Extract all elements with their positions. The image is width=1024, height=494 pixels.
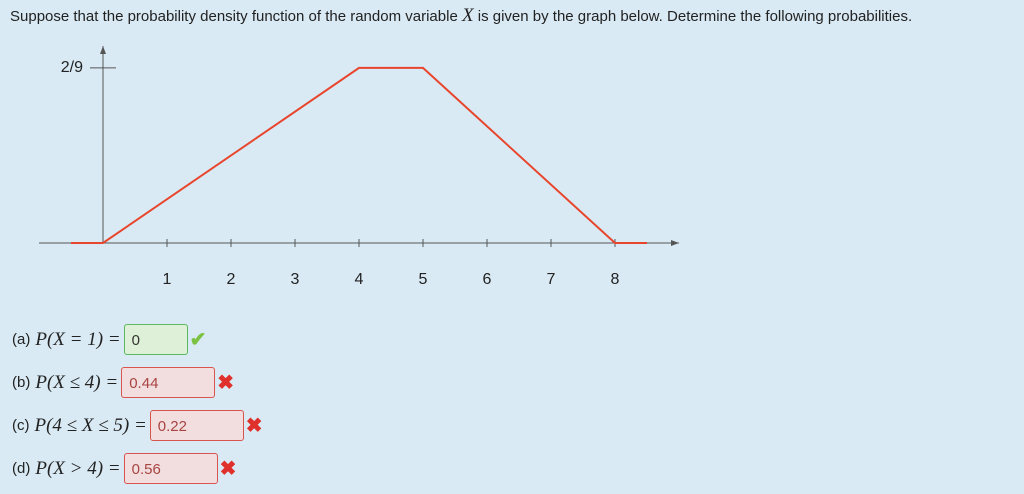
part-label: (b) [12, 374, 31, 391]
x-tick-label: 6 [483, 271, 492, 288]
part-row: (a) P(X = 1) = 0 ✔ [12, 318, 263, 361]
answer-input[interactable]: 0.44 [121, 367, 216, 398]
part-label: (c) [12, 417, 30, 434]
x-tick-label: 8 [611, 271, 620, 288]
x-tick-label: 3 [291, 271, 300, 288]
question: Suppose that the probability density fun… [10, 5, 912, 27]
expression: P(X ≤ 4) = [35, 371, 119, 393]
cross-icon: ✖ [217, 372, 234, 394]
part-row: (c) P(4 ≤ X ≤ 5) = 0.22 ✖ [12, 404, 263, 447]
cross-icon: ✖ [219, 458, 237, 480]
graph: 1 2 3 4 5 6 7 8 2/9 [39, 46, 679, 288]
x-tick-label: 4 [355, 271, 364, 288]
expression: P(4 ≤ X ≤ 5) = [34, 414, 147, 436]
expression: P(X > 4) = [35, 457, 121, 479]
answer-input[interactable]: 0.22 [149, 410, 244, 441]
question-text: Suppose that the probability density fun… [10, 8, 458, 25]
x-tick-label: 2 [227, 271, 236, 288]
parts: (a) P(X = 1) = 0 ✔ (b) P(X ≤ 4) = 0.44 ✖ (c) P(4 … [12, 318, 263, 490]
cross-icon: ✖ [245, 415, 263, 437]
x-arrow [671, 240, 679, 246]
density-line [71, 66, 647, 244]
variable: X [461, 5, 474, 26]
check-icon: ✔ [189, 329, 207, 351]
x-tick-label: 7 [547, 271, 556, 288]
y-tick-label: 2/9 [61, 59, 83, 76]
y-arrow [100, 46, 106, 54]
answer-input[interactable]: 0.56 [123, 453, 218, 484]
part-row: (d) P(X > 4) = 0.56 ✖ [12, 447, 263, 490]
x-tick-label: 1 [163, 271, 172, 288]
part-label: (a) [12, 331, 31, 348]
expression: P(X = 1) = [35, 328, 121, 350]
answer-input[interactable]: 0 [123, 324, 188, 355]
x-tick-label: 5 [419, 271, 428, 288]
question-text: is given by the graph below. Determine t… [477, 8, 913, 25]
part-row: (b) P(X ≤ 4) = 0.44 ✖ [12, 361, 263, 404]
part-label: (d) [12, 460, 31, 477]
